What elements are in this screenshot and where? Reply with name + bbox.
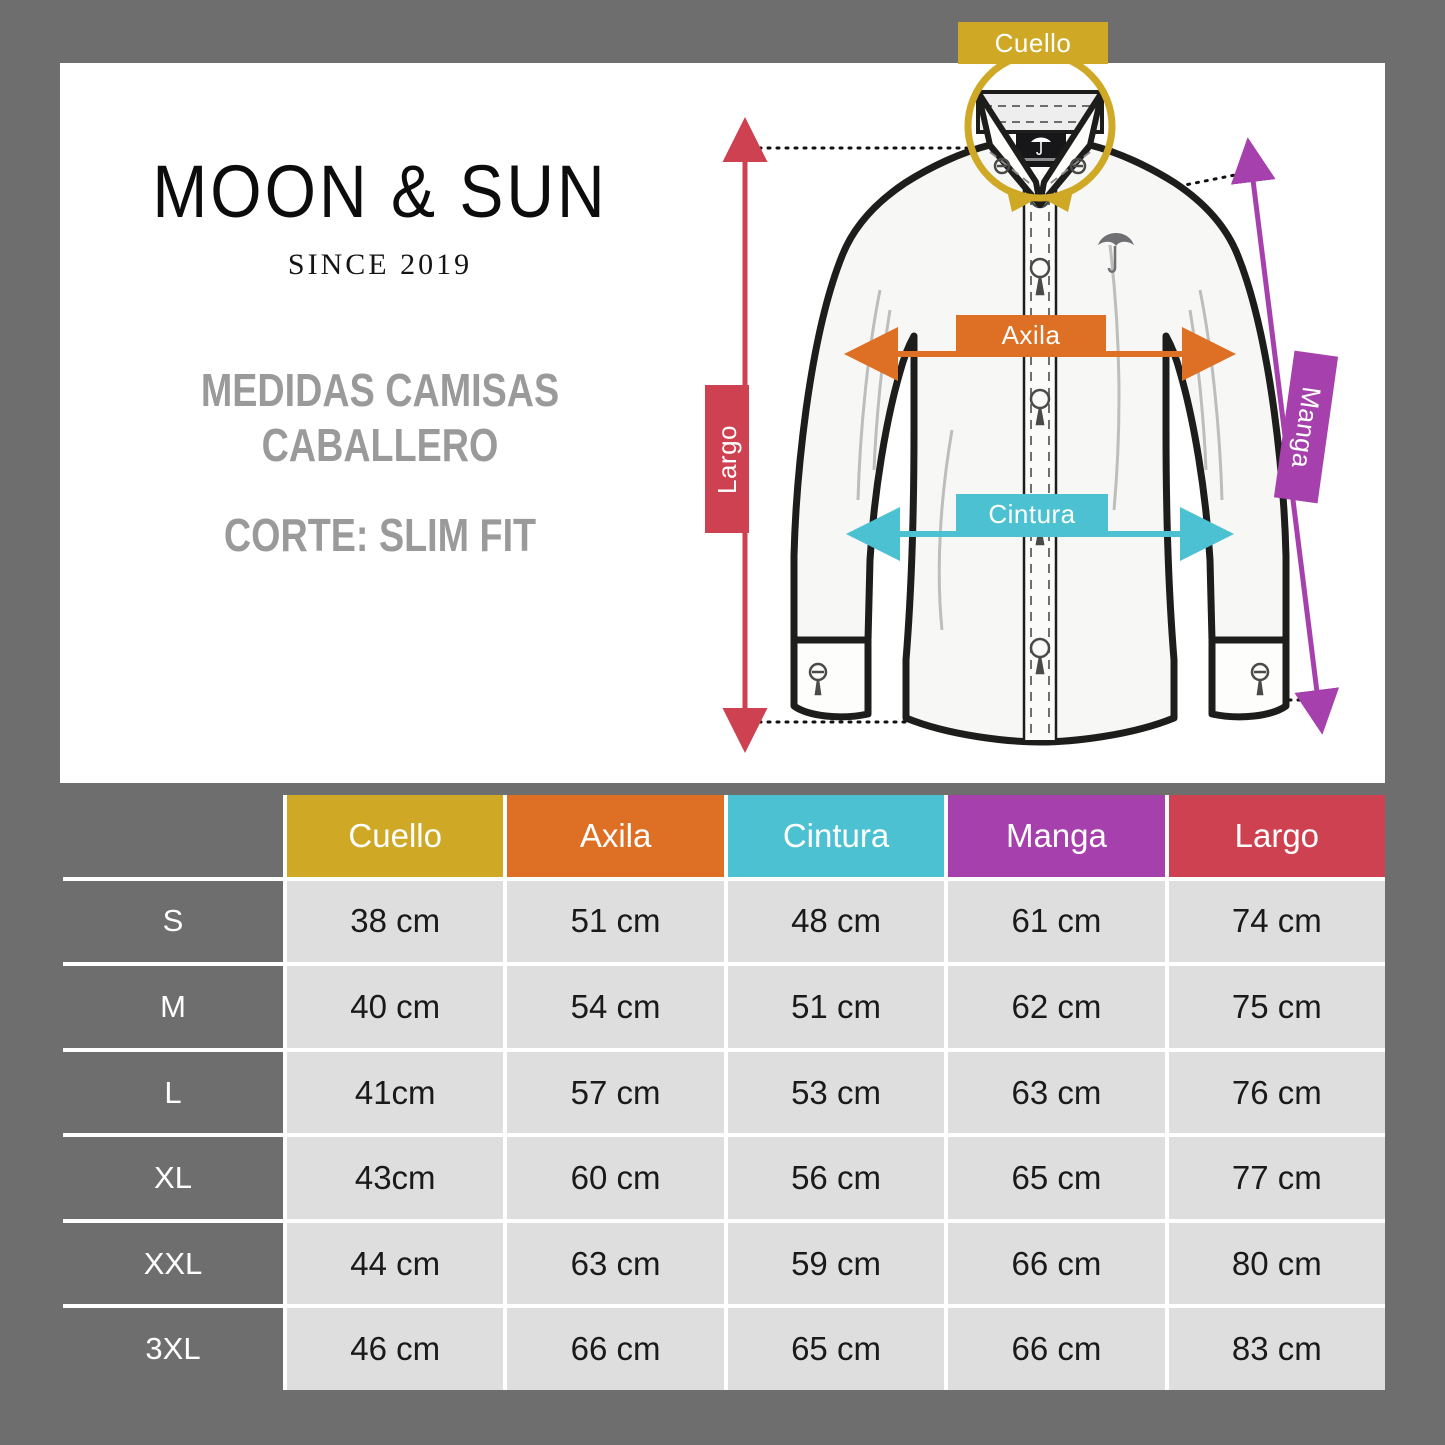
cell-manga: 62 cm [948, 966, 1165, 1048]
cell-cintura: 56 cm [727, 1137, 945, 1219]
cell-cuello: 46 cm [287, 1308, 504, 1391]
label-axila-text: Axila [1001, 319, 1061, 350]
label-axila: Axila [956, 315, 1106, 355]
table-row: 3XL 46 cm 66 cm 65 cm 66 cm 83 cm [63, 1308, 1386, 1391]
collar-left [975, 89, 1043, 208]
header-cell-axila: Axila [507, 795, 724, 877]
table-row: S 38 cm 51 cm 48 cm 61 cm 74 cm [63, 880, 1386, 963]
table-row: XL 43cm 60 cm 56 cm 65 cm 77 cm [63, 1137, 1386, 1219]
table-header-row: Cuello Axila Cintura Manga Largo [63, 795, 1386, 877]
cell-cuello: 38 cm [287, 880, 504, 963]
cell-axila: 57 cm [507, 1051, 724, 1134]
cell-largo: 77 cm [1168, 1137, 1386, 1219]
header-cell-cuello: Cuello [287, 795, 504, 877]
guide-dotted-lines [748, 146, 1317, 724]
header-cell-size [63, 795, 283, 877]
cell-manga: 61 cm [948, 880, 1165, 963]
chart-title-line-3: CORTE: SLIM FIT [223, 509, 537, 561]
header-cell-manga: Manga [948, 795, 1165, 877]
cell-largo: 74 cm [1168, 880, 1386, 963]
brand-block: MOON & SUN SINCE 2019 MEDIDAS CAMISAS CA… [60, 63, 700, 783]
collar-right [1037, 89, 1105, 208]
cell-manga: 66 cm [948, 1308, 1165, 1391]
chart-title-line-2: CABALLERO [261, 419, 499, 471]
cell-axila: 54 cm [507, 966, 724, 1048]
shirt-body [790, 89, 1290, 746]
cell-manga: 63 cm [948, 1051, 1165, 1134]
shirt-diagram [690, 0, 1390, 790]
row-size-label: 3XL [63, 1308, 283, 1391]
label-cuello: Cuello [958, 22, 1108, 64]
cell-largo: 76 cm [1168, 1051, 1386, 1134]
cell-manga: 66 cm [948, 1222, 1165, 1305]
cell-largo: 80 cm [1168, 1222, 1386, 1305]
table-row: XXL 44 cm 63 cm 59 cm 66 cm 80 cm [63, 1222, 1386, 1305]
row-size-label: S [63, 880, 283, 963]
cell-cintura: 53 cm [727, 1051, 945, 1134]
cell-manga: 65 cm [948, 1137, 1165, 1219]
shirt-cuff-right [1208, 636, 1290, 721]
cell-axila: 63 cm [507, 1222, 724, 1305]
brand-logo-text: MOON & SUN [152, 149, 608, 233]
table-row: M 40 cm 54 cm 51 cm 62 cm 75 cm [63, 966, 1386, 1048]
cell-cintura: 51 cm [727, 966, 945, 1048]
size-table: Cuello Axila Cintura Manga Largo S 38 cm… [63, 795, 1386, 1391]
brand-since-text: SINCE 2019 [287, 248, 473, 281]
label-manga-text: Manga [1285, 384, 1328, 470]
shirt-illustration-svg [722, 50, 1340, 753]
table-row: L 41cm 57 cm 53 cm 63 cm 76 cm [63, 1051, 1386, 1134]
row-size-label: L [63, 1051, 283, 1134]
cell-cuello: 41cm [287, 1051, 504, 1134]
umbrella-logo [1098, 233, 1134, 274]
cell-cuello: 40 cm [287, 966, 504, 1048]
label-largo-text: Largo [711, 424, 742, 494]
cell-largo: 75 cm [1168, 966, 1386, 1048]
cell-cintura: 65 cm [727, 1308, 945, 1391]
cell-cintura: 59 cm [727, 1222, 945, 1305]
shirt-cuff-left [790, 636, 872, 721]
label-largo: Largo [705, 385, 749, 533]
collar-buttons [993, 157, 1087, 175]
cell-largo: 83 cm [1168, 1308, 1386, 1391]
label-cintura: Cintura [956, 494, 1108, 534]
cell-cuello: 44 cm [287, 1222, 504, 1305]
label-cuello-text: Cuello [994, 27, 1072, 58]
chart-title-line-1: MEDIDAS CAMISAS [200, 364, 560, 416]
label-cintura-text: Cintura [988, 498, 1076, 529]
row-size-label: XL [63, 1137, 283, 1219]
cell-cintura: 48 cm [727, 880, 945, 963]
header-cell-cintura: Cintura [727, 795, 945, 877]
cell-cuello: 43cm [287, 1137, 504, 1219]
cell-axila: 60 cm [507, 1137, 724, 1219]
row-size-label: XXL [63, 1222, 283, 1305]
cell-axila: 66 cm [507, 1308, 724, 1391]
header-cell-largo: Largo [1168, 795, 1386, 877]
cell-axila: 51 cm [507, 880, 724, 963]
row-size-label: M [63, 966, 283, 1048]
